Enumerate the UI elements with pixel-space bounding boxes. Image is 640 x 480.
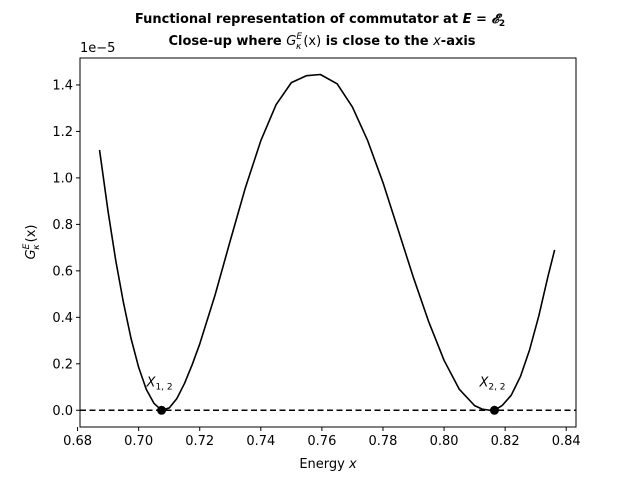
y-axis-label-func: G bbox=[24, 249, 39, 259]
title-line2-var: x bbox=[432, 34, 441, 49]
y-offset-label: 1e−5 bbox=[80, 41, 115, 56]
title-line2-subk: κ bbox=[296, 42, 302, 52]
y-tick-label: 1.0 bbox=[52, 171, 73, 186]
title-line2-arg: (x) bbox=[303, 34, 321, 49]
y-tick-label: 0.8 bbox=[52, 218, 73, 233]
x-tick-label: 0.72 bbox=[185, 434, 214, 449]
plot-marks: X1, 2 X2, 2 bbox=[80, 73, 576, 415]
root-label-1: X1, 2 bbox=[146, 375, 173, 392]
y-tick-label: 1.2 bbox=[52, 125, 73, 140]
title-line2-suffix: -axis bbox=[441, 34, 476, 49]
y-tick-label: 0.6 bbox=[52, 264, 73, 279]
root-label-2: X2, 2 bbox=[478, 375, 505, 392]
x-axis-label: Energy x bbox=[299, 457, 357, 472]
x-axis-ticks: 0.68 0.70 0.72 0.74 0.76 0.78 0.80 0.82 0.84 bbox=[63, 427, 581, 449]
y-tick-label: 0.4 bbox=[52, 311, 73, 326]
x-tick-label: 0.82 bbox=[491, 434, 520, 449]
x-tick-label: 0.70 bbox=[124, 434, 153, 449]
title-line1-prefix: Functional representation of commutator … bbox=[135, 12, 463, 27]
title-line2-func: G bbox=[286, 34, 296, 49]
y-tick-label: 0.0 bbox=[52, 404, 73, 419]
x-tick-label: 0.68 bbox=[63, 434, 92, 449]
title-line2-prefix: Close-up where bbox=[168, 34, 286, 49]
x-tick-label: 0.74 bbox=[246, 434, 275, 449]
plot-frame bbox=[79, 57, 577, 428]
title-line1-math: E = 𝓔 bbox=[463, 12, 504, 27]
root-point-1 bbox=[157, 405, 167, 415]
chart-title-line1: Functional representation of commutator … bbox=[135, 12, 505, 29]
x-axis-label-var: x bbox=[348, 457, 357, 472]
y-tick-label: 0.2 bbox=[52, 357, 73, 372]
x-tick-label: 0.80 bbox=[430, 434, 459, 449]
y-axis-label-sup: E bbox=[22, 243, 32, 249]
title-line1-sub: 2 bbox=[499, 19, 505, 29]
y-axis-label-subk: κ bbox=[32, 244, 42, 250]
y-tick-label: 1.4 bbox=[52, 78, 73, 93]
x-tick-label: 0.84 bbox=[552, 434, 581, 449]
x-tick-label: 0.78 bbox=[368, 434, 397, 449]
title-line2-sup: E bbox=[296, 32, 302, 42]
root-point-2 bbox=[489, 405, 499, 415]
y-axis-label: GEκ(x) bbox=[22, 225, 42, 260]
title-line2-mid: is close to the bbox=[321, 34, 433, 49]
x-axis-label-text: Energy bbox=[299, 457, 349, 472]
y-axis-label-arg: (x) bbox=[24, 225, 39, 243]
chart-title-line2: Close-up where GE κ (x) is close to the x-… bbox=[168, 32, 475, 52]
y-axis-ticks: 0.0 0.2 0.4 0.6 0.8 1.0 1.2 1.4 bbox=[52, 78, 80, 419]
x-tick-label: 0.76 bbox=[307, 434, 336, 449]
